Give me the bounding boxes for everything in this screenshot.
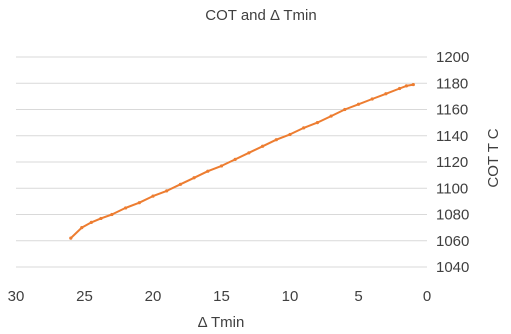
- y-tick-label-1060: 1060: [436, 233, 469, 250]
- data-point-17: [288, 132, 292, 137]
- data-point-2: [89, 220, 93, 224]
- data-point-0: [69, 236, 73, 240]
- x-axis-tick-labels: 30 25 20 15 10 5 0: [8, 288, 432, 305]
- grid-lines: [16, 56, 427, 268]
- data-point-24: [384, 92, 388, 96]
- x-tick-label-20: 20: [145, 288, 162, 305]
- data-point-25: [398, 86, 402, 91]
- y-tick-label-1120: 1120: [436, 154, 468, 171]
- data-point-23: [370, 97, 374, 101]
- data-point-8: [165, 189, 169, 193]
- x-tick-label-15: 15: [213, 288, 230, 305]
- data-point-14: [247, 151, 251, 155]
- data-point-15: [261, 144, 265, 148]
- series-layer: [69, 82, 415, 240]
- data-point-11: [206, 169, 210, 173]
- data-point-19: [315, 121, 319, 125]
- data-point-26: [404, 84, 409, 88]
- data-point-7: [151, 194, 155, 198]
- data-point-12: [219, 164, 224, 168]
- x-axis-label: Δ Tmin: [198, 314, 245, 331]
- y-axis-tick-labels: 1040 1060 1080 1100 1120 1140 1160 1180 1200: [436, 49, 469, 276]
- x-tick-label-5: 5: [354, 288, 362, 305]
- data-point-4: [110, 212, 114, 217]
- y-tick-label-1100: 1100: [436, 180, 468, 197]
- x-tick-label-30: 30: [8, 288, 25, 305]
- chart-title: COT and Δ Tmin: [205, 7, 316, 24]
- x-tick-label-10: 10: [282, 288, 299, 305]
- y-axis-label: COT T C: [485, 128, 502, 187]
- data-point-10: [192, 176, 196, 180]
- y-tick-label-1160: 1160: [436, 102, 468, 119]
- data-point-20: [329, 114, 333, 118]
- data-point-6: [137, 201, 141, 205]
- data-point-27: [411, 82, 415, 87]
- x-tick-label-25: 25: [76, 288, 93, 305]
- data-point-3: [99, 216, 103, 221]
- y-tick-label-1140: 1140: [436, 128, 468, 145]
- data-point-5: [124, 206, 128, 210]
- x-tick-label-0: 0: [423, 288, 431, 305]
- y-tick-label-1200: 1200: [436, 49, 469, 66]
- y-tick-label-1040: 1040: [436, 259, 469, 276]
- data-point-1: [80, 226, 84, 230]
- data-point-22: [356, 102, 361, 106]
- data-point-13: [233, 157, 237, 161]
- data-point-9: [178, 182, 182, 186]
- data-point-21: [343, 107, 347, 112]
- data-point-16: [274, 138, 278, 142]
- y-tick-label-1080: 1080: [436, 207, 469, 224]
- data-point-18: [302, 126, 306, 130]
- y-tick-label-1180: 1180: [436, 75, 468, 92]
- series-line: [70, 83, 414, 239]
